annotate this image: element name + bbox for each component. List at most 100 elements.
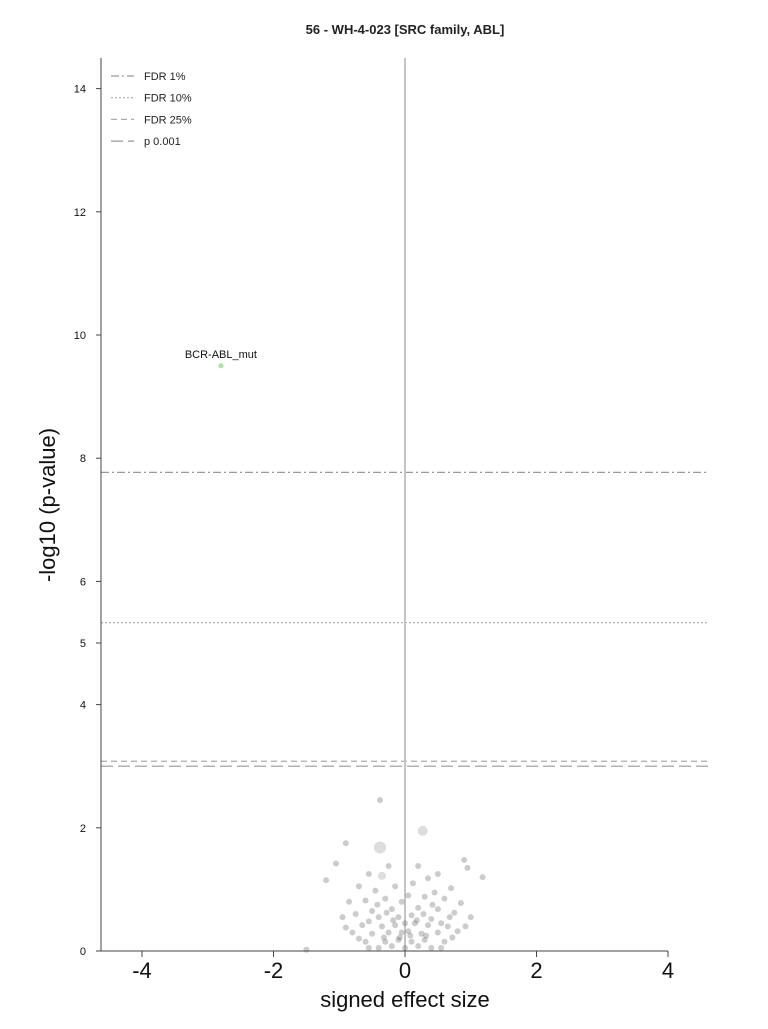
data-point (431, 889, 438, 896)
highlighted-point-label: BCR-ABL_mut (185, 349, 257, 361)
y-tick-label: 8 (80, 453, 86, 465)
data-point (375, 944, 382, 951)
data-point (428, 915, 435, 922)
data-point (405, 892, 412, 899)
legend-label: FDR 10% (144, 93, 192, 105)
data-point (434, 906, 441, 913)
y-tick-label: 6 (80, 576, 86, 588)
x-tick-label: 4 (662, 958, 674, 983)
data-point (355, 883, 362, 890)
data-point (355, 935, 362, 942)
data-point (365, 918, 372, 925)
data-point (342, 924, 349, 931)
x-axis-ticks: -4 -2 0 2 4 (132, 951, 674, 983)
data-point (349, 929, 356, 936)
data-point (438, 944, 445, 951)
y-tick-label: 5 (80, 638, 86, 650)
data-point (425, 875, 432, 882)
data-point (396, 934, 403, 941)
data-point (369, 930, 376, 937)
data-point (374, 901, 381, 908)
data-point (420, 911, 427, 918)
data-point (446, 914, 453, 921)
data-point (346, 898, 353, 905)
data-point (365, 944, 372, 951)
data-point (407, 932, 414, 939)
data-point (434, 929, 441, 936)
data-point (441, 895, 448, 902)
y-tick-label: 10 (74, 330, 86, 342)
data-point (421, 893, 428, 900)
data-point (369, 907, 376, 914)
data-point (417, 825, 428, 836)
data-point (362, 938, 369, 945)
data-point (398, 929, 405, 936)
data-point (415, 862, 422, 869)
data-point (375, 914, 382, 921)
data-point (339, 914, 346, 921)
data-point (451, 909, 458, 916)
data-point (444, 923, 451, 930)
data-point (448, 885, 455, 892)
data-point (385, 929, 392, 936)
data-point (425, 922, 432, 929)
legend: FDR 1% FDR 10% FDR 25% p 0.001 (111, 71, 192, 148)
data-point (454, 928, 461, 935)
y-tick-label: 0 (80, 946, 86, 958)
data-point (408, 912, 415, 919)
data-point (372, 887, 379, 894)
data-point (428, 944, 435, 951)
data-point (382, 895, 389, 902)
data-point (392, 883, 399, 890)
data-point (449, 934, 456, 941)
data-point (464, 864, 471, 871)
data-point (374, 841, 387, 854)
data-point (392, 922, 399, 929)
legend-label: p 0.001 (144, 136, 181, 148)
data-point (377, 797, 384, 804)
y-axis-ticks: 0 2 4 5 6 8 10 12 14 (74, 84, 101, 958)
data-point (388, 943, 395, 950)
data-point (421, 936, 428, 943)
data-point (462, 923, 469, 930)
data-point (429, 901, 436, 908)
highlighted-point (218, 363, 224, 369)
data-point (342, 840, 349, 847)
x-tick-label: 0 (399, 958, 411, 983)
x-tick-label: -4 (132, 958, 152, 983)
data-point (415, 904, 422, 911)
data-points (303, 797, 486, 953)
y-tick-label: 4 (80, 700, 86, 712)
data-point (303, 946, 310, 953)
data-point (438, 920, 445, 927)
data-point (323, 877, 330, 884)
data-point (402, 944, 408, 951)
data-point (383, 909, 390, 916)
data-point (395, 914, 402, 921)
data-point (388, 906, 395, 913)
data-point (395, 936, 402, 943)
data-point (413, 917, 420, 924)
data-point (418, 930, 425, 937)
data-point (467, 914, 474, 921)
data-point (378, 923, 385, 930)
data-point (411, 920, 418, 927)
data-point (362, 897, 369, 904)
data-point (332, 860, 339, 867)
data-point (479, 874, 486, 881)
data-point (352, 911, 359, 918)
y-axis-title: -log10 (p-value) (35, 428, 60, 582)
x-tick-label: 2 (530, 958, 542, 983)
data-point (382, 938, 389, 945)
data-point (365, 871, 372, 877)
y-tick-label: 14 (74, 84, 86, 96)
data-point (405, 928, 412, 935)
data-point (441, 938, 448, 945)
legend-label: FDR 25% (144, 114, 192, 126)
data-point (359, 922, 366, 929)
data-point (461, 856, 468, 863)
data-point (390, 917, 397, 924)
data-point (380, 934, 387, 941)
y-tick-label: 12 (74, 207, 86, 219)
